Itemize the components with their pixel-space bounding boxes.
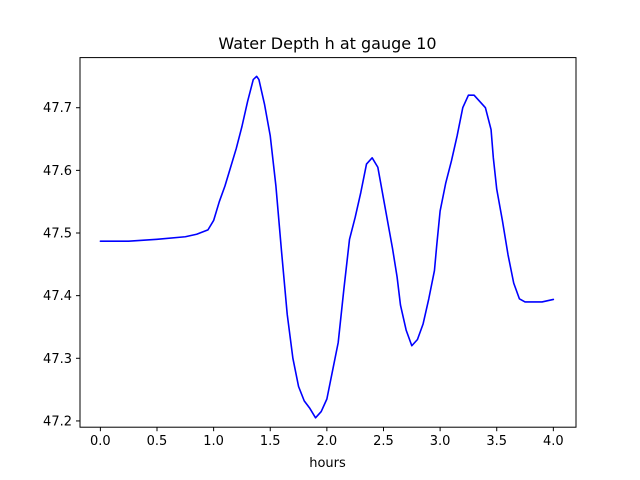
x-axis: 0.0 0.5 1.0 1.5 2.0 2.5 3.0 3.5 4.0 [90,427,564,449]
y-tick-label: 47.3 [43,352,72,367]
plot-frame [79,57,577,428]
x-tick-label: 0.5 [147,434,168,449]
chart-title: Water Depth h at gauge 10 [218,34,436,53]
x-tick-label: 1.0 [203,434,224,449]
water-depth-series-line [99,75,555,419]
x-tick-label: 0.0 [90,434,111,449]
x-tick-label: 1.5 [260,434,281,449]
y-tick-label: 47.4 [43,289,72,304]
y-tick-label: 47.5 [43,227,72,242]
y-tick-label: 47.7 [43,101,72,116]
x-tick-label: 4.0 [543,434,564,449]
x-axis-label: hours [309,456,346,471]
y-tick-label: 47.6 [43,164,72,179]
y-tick-label: 47.2 [43,414,72,429]
x-tick-label: 3.0 [430,434,451,449]
y-axis: 47.2 47.3 47.4 47.5 47.6 47.7 [43,101,80,429]
x-tick-label: 2.0 [317,434,338,449]
x-tick-label: 2.5 [373,434,394,449]
x-tick-label: 3.5 [486,434,507,449]
